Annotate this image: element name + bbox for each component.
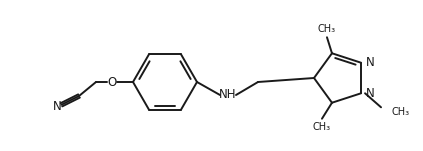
Text: N: N	[366, 87, 375, 100]
Text: N: N	[52, 101, 61, 114]
Text: CH₃: CH₃	[318, 24, 336, 34]
Text: CH₃: CH₃	[313, 122, 331, 132]
Text: O: O	[107, 76, 117, 88]
Text: CH₃: CH₃	[391, 107, 409, 117]
Text: N: N	[366, 56, 375, 69]
Text: NH: NH	[219, 88, 237, 101]
